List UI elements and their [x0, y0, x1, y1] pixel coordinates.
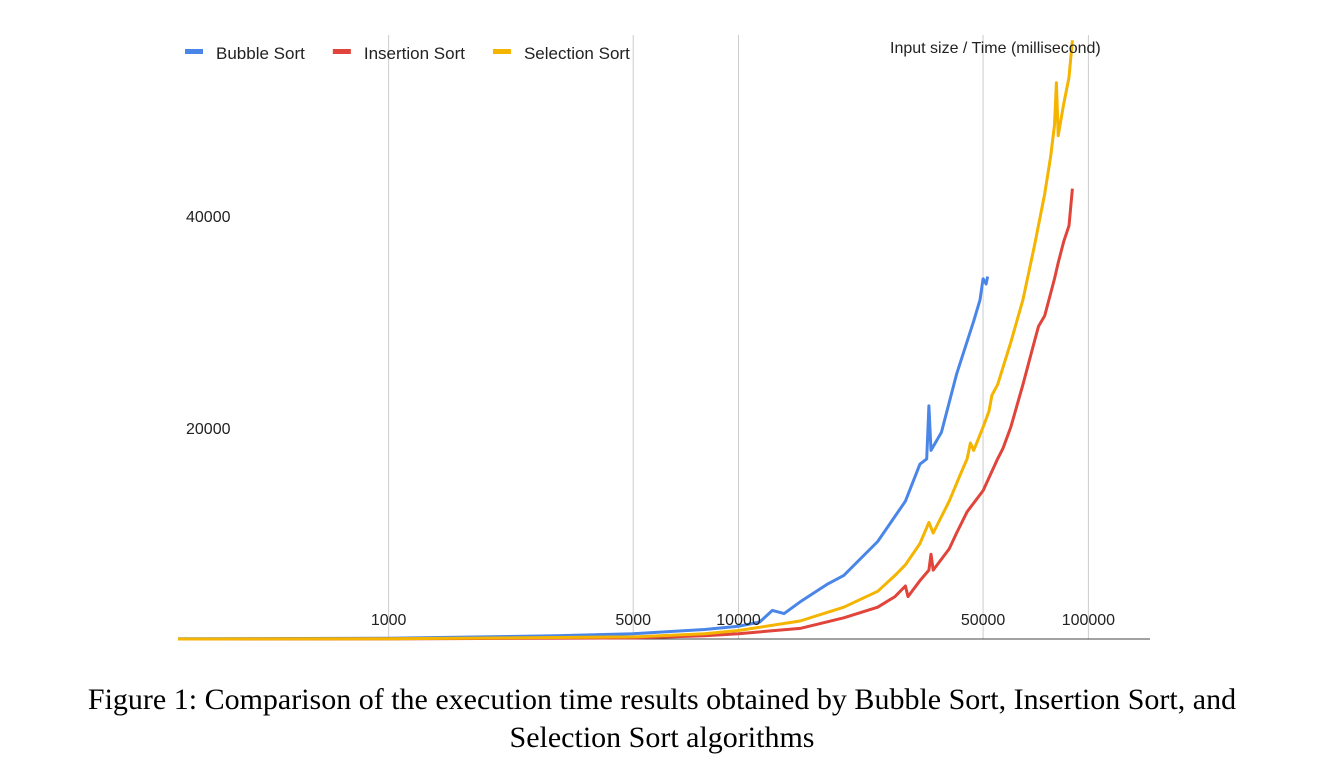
tick-labels: 1000 5000 10000 50000 100000 20000 40000 [186, 209, 1115, 629]
y-tick-label: 20000 [186, 421, 231, 438]
chart-title: Input size / Time (millisecond) [890, 40, 1101, 57]
caption-line-2: Selection Sort algorithms [509, 721, 815, 754]
x-tick-label: 1000 [371, 612, 407, 629]
legend-label: Insertion Sort [364, 44, 465, 63]
series-line-bubble-sort [177, 276, 990, 641]
legend-label: Selection Sort [524, 44, 630, 63]
y-tick-label: 40000 [186, 209, 231, 226]
caption-line-1: Figure 1: Comparison of the execution ti… [87, 683, 1237, 716]
line-chart: 1000 5000 10000 50000 100000 20000 40000 Bubbl… [177, 35, 1150, 641]
series-line-selection-sort [177, 40, 1074, 641]
x-tick-label: 10000 [716, 612, 761, 629]
series-line-insertion-sort [177, 188, 1074, 641]
legend-swatch [492, 49, 511, 54]
legend-swatch [332, 49, 351, 54]
grid-lines [388, 35, 1089, 639]
legend-swatch [185, 49, 203, 54]
figure-caption: Figure 1: Comparison of the execution ti… [0, 681, 1324, 757]
x-tick-label: 100000 [1062, 612, 1115, 629]
series-lines [177, 40, 1074, 641]
legend-label: Bubble Sort [216, 44, 305, 63]
x-tick-label: 50000 [961, 612, 1006, 629]
legend: Bubble Sort Insertion Sort Selection Sort [185, 44, 630, 63]
x-tick-label: 5000 [615, 612, 651, 629]
